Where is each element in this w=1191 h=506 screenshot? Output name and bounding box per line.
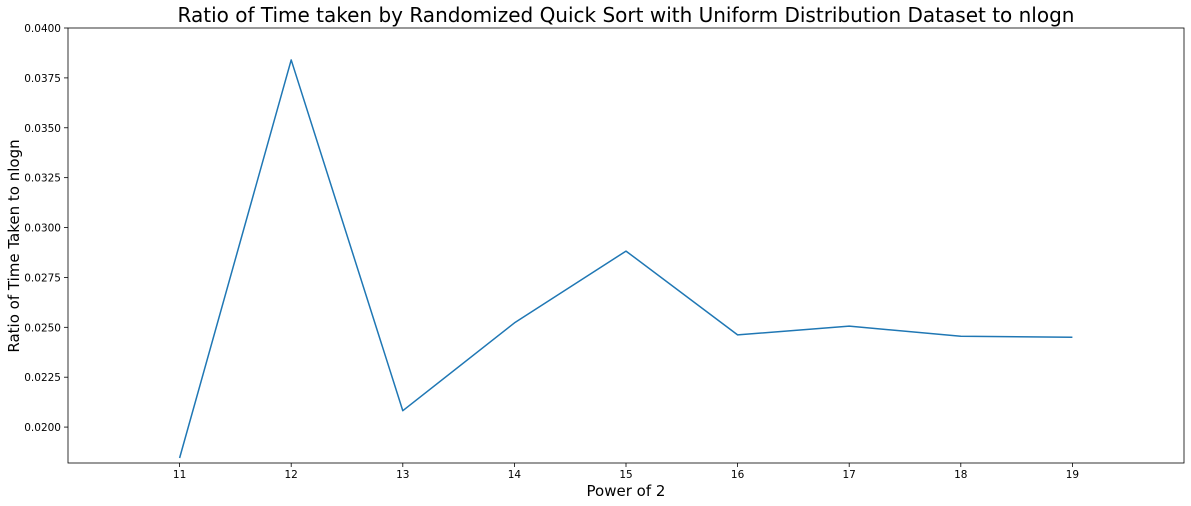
y-tick-label: 0.0200 xyxy=(24,422,61,434)
y-axis-label: Ratio of Time Taken to nlogn xyxy=(5,139,23,352)
x-tick-label: 19 xyxy=(1066,469,1079,481)
chart-title: Ratio of Time taken by Randomized Quick … xyxy=(178,3,1075,27)
x-tick-label: 15 xyxy=(619,469,632,481)
x-tick-label: 14 xyxy=(508,469,522,481)
y-tick-label: 0.0400 xyxy=(24,23,61,35)
y-tick-label: 0.0350 xyxy=(24,123,61,135)
y-tick-label: 0.0250 xyxy=(24,322,61,334)
y-tick-label: 0.0300 xyxy=(24,223,61,235)
y-tick-label: 0.0325 xyxy=(24,173,61,185)
x-tick-label: 12 xyxy=(285,469,298,481)
series-line xyxy=(178,59,1073,459)
x-tick-label: 16 xyxy=(731,469,745,481)
x-tick-label: 18 xyxy=(954,469,967,481)
y-tick-label: 0.0225 xyxy=(24,372,61,384)
x-tick-label: 11 xyxy=(173,469,186,481)
plot-frame xyxy=(67,27,1185,464)
plot-area: 11 12 13 14 15 16 17 18 19 0.0200 0.0225 0.0250 0.02… xyxy=(24,23,1185,481)
y-tick-label: 0.0375 xyxy=(24,73,61,85)
y-tick-label: 0.0275 xyxy=(24,272,61,284)
x-tick-label: 13 xyxy=(396,469,409,481)
x-axis-label: Power of 2 xyxy=(587,482,666,500)
x-tick-label: 17 xyxy=(843,469,856,481)
